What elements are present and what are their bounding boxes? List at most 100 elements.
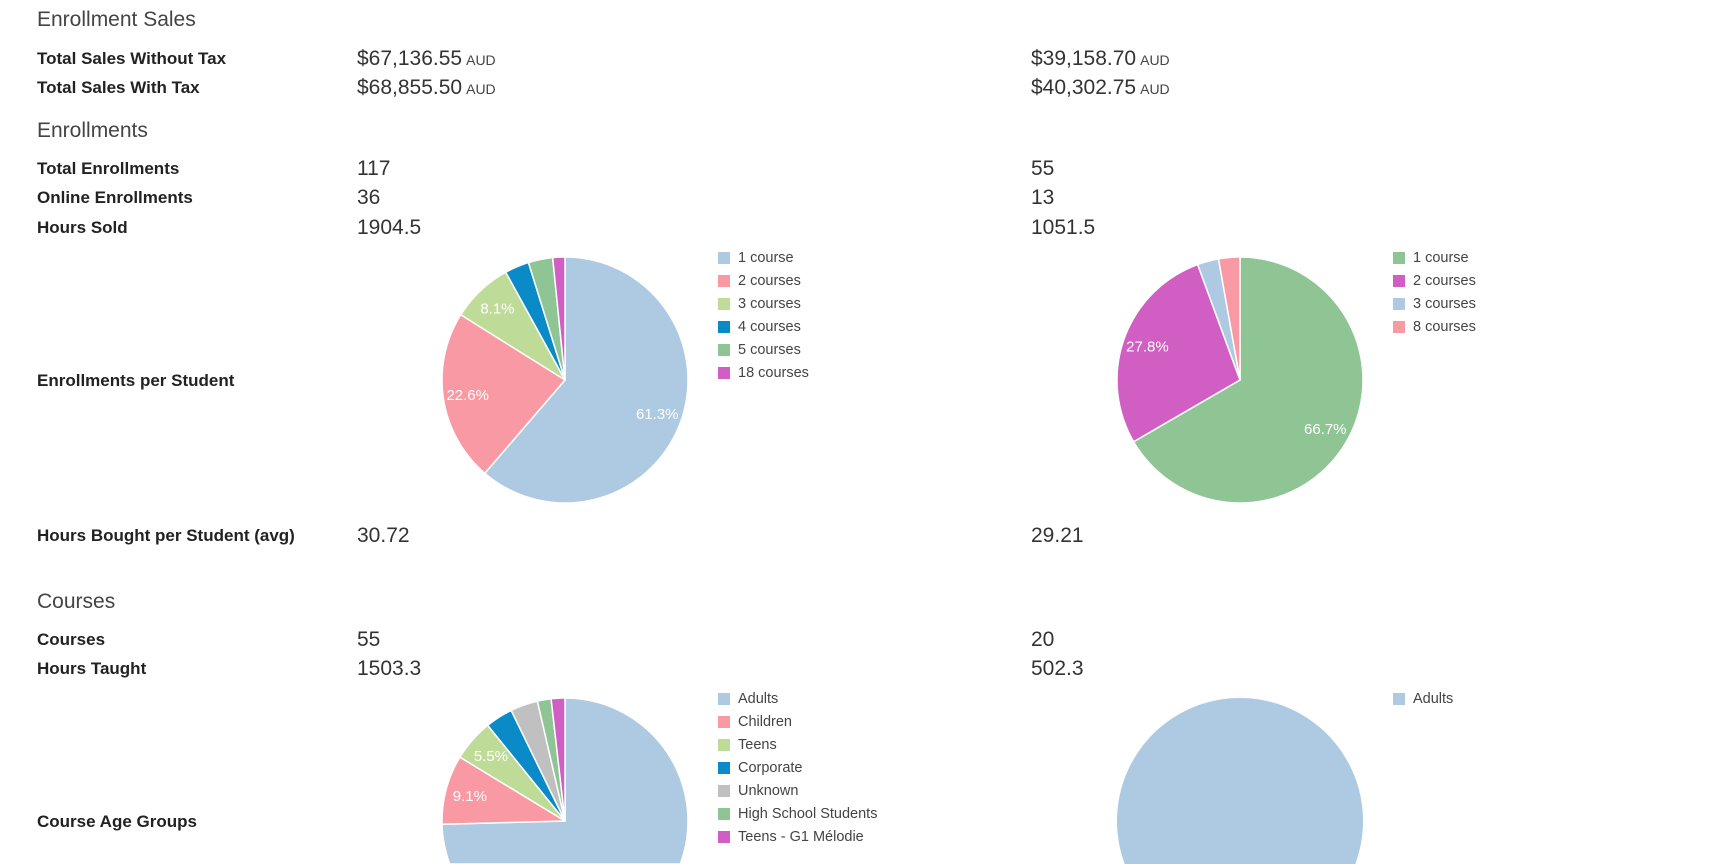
legend-item[interactable]: 1 course — [1393, 246, 1476, 269]
legend-swatch — [718, 784, 730, 797]
value-sales-without-tax-2: $39,158.70 AUD — [1031, 47, 1170, 71]
legend-label: 5 courses — [738, 341, 801, 358]
amount: $67,136.55 — [357, 47, 463, 70]
pie-slice-teens[interactable] — [459, 724, 566, 822]
value-hours-bought-1: 30.72 — [357, 524, 410, 547]
label-total-enrollments: Total Enrollments — [37, 159, 180, 178]
currency: AUD — [1140, 81, 1170, 97]
legend-item[interactable]: 2 courses — [718, 269, 809, 292]
pie-slice-2-courses[interactable] — [441, 314, 566, 475]
pie-slice-corporate[interactable] — [486, 709, 566, 822]
legend-swatch — [718, 366, 730, 379]
legend-item[interactable]: High School Students — [718, 802, 877, 825]
pie-slice-2-courses[interactable] — [1116, 263, 1241, 443]
section-title-enrollments: Enrollments — [37, 119, 148, 142]
legend-item[interactable]: 5 courses — [718, 338, 809, 361]
pie-slice-label: 5.5% — [474, 748, 508, 765]
section-title-sales: Enrollment Sales — [37, 8, 196, 31]
legend-item[interactable]: 1 course — [718, 246, 809, 269]
value-courses-1: 55 — [357, 628, 381, 651]
legend-swatch — [718, 343, 730, 356]
pie-slice-1-course[interactable] — [484, 256, 689, 504]
label-total-sales-with-tax: Total Sales With Tax — [37, 78, 200, 97]
legend-item[interactable]: 2 courses — [1393, 269, 1476, 292]
pie-slice-8-courses[interactable] — [1217, 256, 1241, 381]
value-sales-with-tax-1: $68,855.50 AUD — [357, 76, 496, 100]
legend-swatch — [1393, 251, 1405, 264]
pie-slice-teens-g1-m-lodie[interactable] — [550, 697, 566, 822]
legend-swatch — [718, 830, 730, 843]
legend-item[interactable]: Teens — [718, 733, 877, 756]
legend-item[interactable]: Unknown — [718, 779, 877, 802]
legend-swatch — [1393, 692, 1405, 705]
legend-label: 4 courses — [738, 318, 801, 335]
legend-item[interactable]: 8 courses — [1393, 315, 1476, 338]
label-hours-sold: Hours Sold — [37, 218, 128, 237]
legend-label: 3 courses — [738, 295, 801, 312]
amount: $39,158.70 — [1031, 47, 1137, 70]
legend-label: Adults — [738, 690, 779, 707]
legend-swatch — [718, 715, 730, 728]
legend-swatch — [718, 297, 730, 310]
section-title-courses: Courses — [37, 590, 116, 613]
pie-slice-label: 61.3% — [636, 406, 679, 423]
legend-label: Unknown — [738, 782, 799, 799]
legend-label: 18 courses — [738, 364, 809, 381]
legend-item[interactable]: 3 courses — [718, 292, 809, 315]
pie-slice-4-courses[interactable] — [504, 261, 566, 381]
pie-chart-2: 66.7% 27.8% — [1116, 256, 1364, 504]
pie-chart-3: 9.1% 5.5% — [441, 697, 689, 865]
legend-item[interactable]: 3 courses — [1393, 292, 1476, 315]
value-total-enrollments-1: 117 — [357, 157, 391, 180]
pie-slice-unknown[interactable] — [510, 700, 566, 822]
pie-slice-18-courses[interactable] — [551, 256, 566, 381]
value-sales-without-tax-1: $67,136.55 AUD — [357, 47, 496, 71]
amount: $68,855.50 — [357, 76, 463, 99]
label-online-enrollments: Online Enrollments — [37, 188, 193, 207]
value-hours-taught-1: 1503.3 — [357, 657, 422, 680]
label-courses: Courses — [37, 630, 106, 649]
pie-slice-adults[interactable] — [1117, 698, 1363, 864]
legend-item[interactable]: Adults — [1393, 687, 1453, 710]
legend-swatch — [718, 320, 730, 333]
pie-chart-4 — [1117, 698, 1363, 864]
legend-item[interactable]: Children — [718, 710, 877, 733]
pie-slice-children[interactable] — [441, 756, 566, 826]
label-enrollments-per-student: Enrollments per Student — [37, 371, 235, 390]
pie-slice-label: 9.1% — [453, 788, 487, 805]
currency: AUD — [1140, 52, 1170, 68]
legend-label: High School Students — [738, 805, 878, 822]
chart-legend-4: Adults — [1393, 687, 1453, 710]
pie-slice-3-courses[interactable] — [1196, 258, 1241, 381]
legend-item[interactable]: Teens - G1 Mélodie — [718, 825, 877, 848]
legend-label: 1 course — [738, 249, 794, 266]
legend-label: 3 courses — [1413, 295, 1476, 312]
pie-slice-3-courses[interactable] — [459, 271, 566, 381]
legend-label: Teens - G1 Mélodie — [738, 828, 864, 845]
legend-label: 2 courses — [1413, 272, 1476, 289]
legend-label: 2 courses — [738, 272, 801, 289]
value-hours-sold-1: 1904.5 — [357, 216, 422, 239]
chart-legend-1: 1 course 2 courses 3 courses 4 courses 5 cou… — [718, 246, 809, 384]
label-hours-taught: Hours Taught — [37, 659, 147, 678]
value-courses-2: 20 — [1031, 628, 1055, 651]
pie-slice-5-courses[interactable] — [527, 256, 566, 381]
value-total-enrollments-2: 55 — [1031, 157, 1055, 180]
label-course-age-groups: Course Age Groups — [37, 812, 197, 831]
chart-legend-3: Adults Children Teens Corporate Unknown High … — [718, 687, 877, 848]
legend-label: Corporate — [738, 759, 803, 776]
legend-item[interactable]: Corporate — [718, 756, 877, 779]
pie-slice-1-course[interactable] — [1132, 256, 1364, 504]
value-sales-with-tax-2: $40,302.75 AUD — [1031, 76, 1170, 100]
legend-item[interactable]: Adults — [718, 687, 877, 710]
legend-swatch — [718, 251, 730, 264]
value-hours-bought-2: 29.21 — [1031, 524, 1084, 547]
legend-swatch — [718, 738, 730, 751]
value-online-enrollments-2: 13 — [1031, 186, 1055, 209]
legend-label: 8 courses — [1413, 318, 1476, 335]
legend-item[interactable]: 18 courses — [718, 361, 809, 384]
legend-item[interactable]: 4 courses — [718, 315, 809, 338]
legend-label: Teens — [738, 736, 777, 753]
label-hours-bought-per-student: Hours Bought per Student (avg) — [37, 526, 295, 545]
